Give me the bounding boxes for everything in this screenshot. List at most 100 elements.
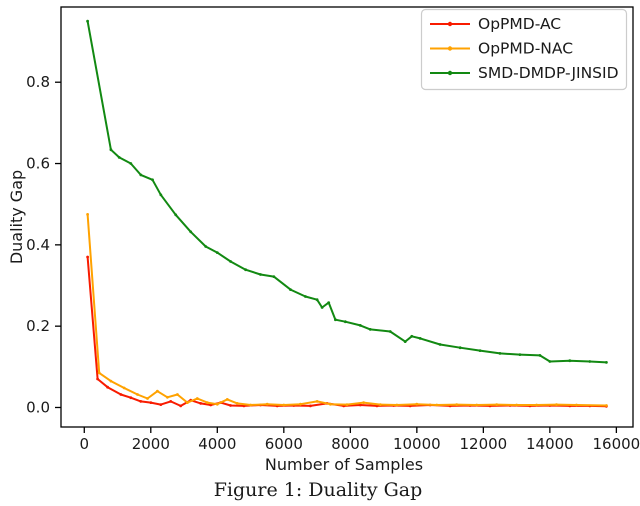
series-point-smd-dmdp-jinsid xyxy=(438,343,442,346)
series-point-oppmd-nac xyxy=(315,400,319,403)
series-point-smd-dmdp-jinsid xyxy=(327,301,331,304)
series-point-oppmd-nac xyxy=(265,402,269,406)
series-point-oppmd-nac xyxy=(329,402,332,406)
series-point-oppmd-nac xyxy=(235,402,239,405)
series-point-oppmd-nac xyxy=(122,386,126,390)
legend-label-oppmd-nac: OpPMD-NAC xyxy=(478,40,573,58)
series-point-oppmd-ac xyxy=(229,404,233,407)
series-point-smd-dmdp-jinsid xyxy=(358,324,362,327)
series-point-oppmd-nac xyxy=(282,403,286,407)
series-point-oppmd-nac xyxy=(475,403,479,407)
series-point-smd-dmdp-jinsid xyxy=(159,193,163,197)
x-tick-label: 14000 xyxy=(526,435,574,453)
series-point-oppmd-nac xyxy=(345,403,349,406)
series-point-smd-dmdp-jinsid xyxy=(315,298,319,302)
series-point-oppmd-ac xyxy=(159,403,163,406)
series-point-smd-dmdp-jinsid xyxy=(498,352,502,355)
x-tick-label: 0 xyxy=(80,435,90,453)
x-tick-label: 16000 xyxy=(593,435,640,453)
series-line-smd-dmdp-jinsid xyxy=(86,20,608,364)
series-point-oppmd-nac xyxy=(205,401,209,404)
series-point-oppmd-nac xyxy=(146,397,149,400)
legend-label-oppmd-ac: OpPMD-AC xyxy=(478,15,561,33)
legend-entry-smd-dmdp-jinsid: SMD-DMDP-JINSID xyxy=(430,64,619,82)
x-tick-label: 2000 xyxy=(132,435,170,453)
legend-marker-oppmd-nac xyxy=(447,46,453,51)
series-point-oppmd-nac xyxy=(515,403,518,407)
y-tick-label: 0.8 xyxy=(26,73,50,91)
series-point-oppmd-nac xyxy=(215,402,219,406)
series-point-smd-dmdp-jinsid xyxy=(304,295,307,298)
series-point-oppmd-ac xyxy=(309,404,312,408)
series-point-oppmd-nac xyxy=(225,398,229,401)
series-point-smd-dmdp-jinsid xyxy=(320,306,324,309)
series-point-smd-dmdp-jinsid xyxy=(478,349,482,352)
legend-label-smd-dmdp-jinsid: SMD-DMDP-JINSID xyxy=(478,64,619,82)
series-point-oppmd-ac xyxy=(119,393,123,396)
series-point-oppmd-nac xyxy=(186,401,189,404)
series-point-oppmd-nac xyxy=(395,403,399,407)
series-point-oppmd-nac xyxy=(575,403,578,407)
series-point-smd-dmdp-jinsid xyxy=(548,360,552,363)
series-point-smd-dmdp-jinsid xyxy=(86,19,89,23)
y-tick-label: 0.6 xyxy=(26,155,50,173)
series-point-oppmd-nac xyxy=(166,395,169,399)
x-tick-label: 10000 xyxy=(393,435,441,453)
series-point-smd-dmdp-jinsid xyxy=(458,346,462,350)
series-point-smd-dmdp-jinsid xyxy=(368,328,372,331)
series-point-oppmd-ac xyxy=(86,255,89,259)
axis-ticks: 0 2000 4000 6000 8000 10000 12000 14000 16000 0.0… xyxy=(26,73,640,453)
series-point-oppmd-nac xyxy=(555,403,558,406)
series-point-oppmd-nac xyxy=(86,213,89,216)
series-point-smd-dmdp-jinsid xyxy=(343,320,347,324)
y-tick-label: 0.0 xyxy=(26,398,50,416)
series-point-oppmd-ac xyxy=(106,385,109,389)
x-tick-label: 12000 xyxy=(459,435,507,453)
x-tick-label: 6000 xyxy=(265,435,303,453)
series-point-smd-dmdp-jinsid xyxy=(139,173,143,177)
series-lines xyxy=(86,19,608,408)
series-point-oppmd-ac xyxy=(169,400,173,403)
series-point-oppmd-nac xyxy=(136,393,139,396)
figure-caption: Figure 1: Duality Gap xyxy=(214,479,423,501)
legend-marker-smd-dmdp-jinsid xyxy=(447,70,453,76)
series-point-oppmd-nac xyxy=(362,401,365,404)
series-point-smd-dmdp-jinsid xyxy=(174,213,178,217)
series-point-smd-dmdp-jinsid xyxy=(289,288,292,291)
series-point-smd-dmdp-jinsid xyxy=(117,156,121,159)
series-point-oppmd-nac xyxy=(435,403,439,407)
series-point-oppmd-ac xyxy=(96,377,99,381)
series-point-smd-dmdp-jinsid xyxy=(605,361,608,364)
x-axis-label: Number of Samples xyxy=(265,455,423,474)
series-point-oppmd-ac xyxy=(129,396,133,400)
series-point-oppmd-nac xyxy=(109,379,113,383)
y-tick-label: 0.2 xyxy=(26,317,50,335)
series-point-oppmd-nac xyxy=(249,403,253,407)
series-point-smd-dmdp-jinsid xyxy=(538,354,542,357)
series-point-smd-dmdp-jinsid xyxy=(229,260,233,263)
series-point-oppmd-nac xyxy=(455,403,459,406)
series-point-oppmd-nac xyxy=(195,397,199,400)
plot-frame xyxy=(60,6,634,428)
series-point-smd-dmdp-jinsid xyxy=(388,330,392,333)
series-point-oppmd-nac xyxy=(156,389,159,393)
series-point-smd-dmdp-jinsid xyxy=(418,337,422,340)
series-point-oppmd-ac xyxy=(209,403,213,407)
series-point-smd-dmdp-jinsid xyxy=(189,230,193,234)
series-point-smd-dmdp-jinsid xyxy=(334,318,337,322)
series-point-smd-dmdp-jinsid xyxy=(588,360,592,363)
x-tick-label: 8000 xyxy=(331,435,369,453)
series-point-smd-dmdp-jinsid xyxy=(272,275,276,278)
series-point-smd-dmdp-jinsid xyxy=(204,245,208,248)
series-point-smd-dmdp-jinsid xyxy=(410,334,414,338)
series-point-oppmd-nac xyxy=(378,403,382,406)
series-point-oppmd-ac xyxy=(358,403,362,407)
series-line-oppmd-ac xyxy=(86,256,608,408)
series-point-smd-dmdp-jinsid xyxy=(109,148,113,152)
legend-marker-oppmd-ac xyxy=(447,21,453,27)
series-point-smd-dmdp-jinsid xyxy=(244,268,248,272)
y-axis-label: Duality Gap xyxy=(7,170,26,264)
series-point-oppmd-nac xyxy=(495,403,499,406)
series-point-oppmd-ac xyxy=(179,404,183,408)
series-point-oppmd-ac xyxy=(139,400,143,403)
